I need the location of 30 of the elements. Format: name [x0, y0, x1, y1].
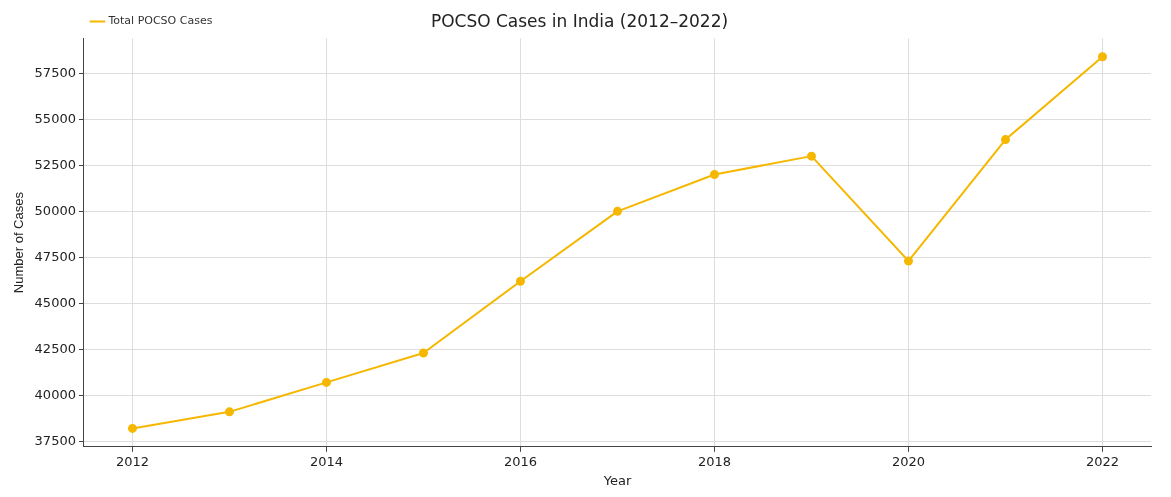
- point: [612, 206, 622, 216]
- point: [321, 377, 331, 387]
- point: [1000, 135, 1010, 145]
- x-tick-label: 2020: [891, 453, 926, 469]
- point: [418, 348, 428, 358]
- y-tick-label: 42500: [34, 340, 76, 356]
- point: [903, 256, 913, 266]
- x-tick-label: 2022: [1085, 453, 1120, 469]
- y-tick-label: 50000: [34, 202, 76, 218]
- x-axis-title: Year: [602, 472, 632, 488]
- y-tick-label: 47500: [34, 248, 76, 264]
- legend-label: Total POCSO Cases: [107, 14, 213, 28]
- point: [709, 170, 719, 180]
- y-tick-label: 37500: [34, 432, 76, 448]
- point: [515, 276, 525, 286]
- x-tick-label: 2018: [697, 453, 732, 469]
- point: [1098, 52, 1107, 62]
- chart-title: POCSO Cases in India (2012–2022): [430, 10, 729, 31]
- y-tick-label: 45000: [34, 294, 76, 310]
- y-axis-title: Number of Cases: [11, 191, 27, 294]
- point: [224, 407, 234, 417]
- point: [127, 423, 137, 433]
- y-tick-label: 57500: [34, 64, 76, 80]
- x-tick-label: 2012: [115, 453, 149, 469]
- point: [806, 151, 816, 161]
- x-tick-label: 2016: [503, 453, 538, 469]
- x-tick-label: 2014: [309, 453, 344, 469]
- y-tick-label: 52500: [34, 156, 76, 172]
- y-tick-label: 55000: [34, 110, 76, 126]
- y-tick-label: 40000: [34, 386, 76, 402]
